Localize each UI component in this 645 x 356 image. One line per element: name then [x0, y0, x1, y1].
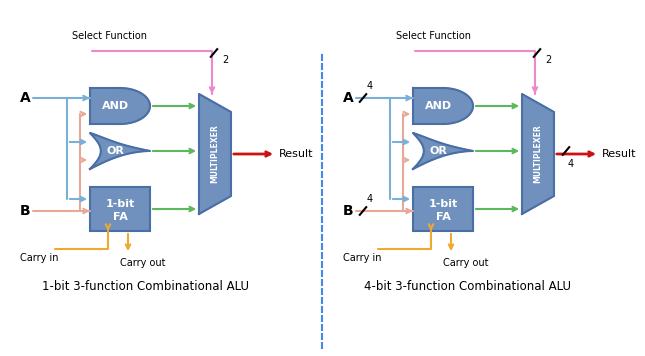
Text: 4: 4	[568, 159, 574, 169]
Polygon shape	[522, 94, 554, 214]
Text: Carry out: Carry out	[443, 258, 488, 268]
Text: 2: 2	[222, 55, 228, 65]
Text: Select Function: Select Function	[72, 31, 148, 41]
Text: B: B	[20, 204, 30, 218]
Text: MULTIPLEXER: MULTIPLEXER	[533, 125, 542, 183]
Text: 4: 4	[367, 81, 373, 91]
Text: OR: OR	[430, 146, 447, 156]
Text: Carry in: Carry in	[343, 253, 381, 263]
Bar	[413, 88, 443, 124]
Text: B: B	[342, 204, 353, 218]
Polygon shape	[413, 133, 473, 169]
Text: MULTIPLEXER: MULTIPLEXER	[210, 125, 219, 183]
Text: A: A	[19, 91, 30, 105]
Text: FA: FA	[435, 212, 450, 222]
Polygon shape	[90, 133, 150, 169]
Text: 1-bit: 1-bit	[105, 199, 135, 209]
Text: OR: OR	[106, 146, 124, 156]
Polygon shape	[199, 94, 231, 214]
Text: 1-bit: 1-bit	[428, 199, 457, 209]
Bar	[90, 187, 150, 231]
Text: Result: Result	[279, 149, 313, 159]
Text: 1-bit 3-function Combinational ALU: 1-bit 3-function Combinational ALU	[41, 279, 248, 293]
Polygon shape	[120, 88, 150, 124]
Text: Carry in: Carry in	[20, 253, 59, 263]
Text: Result: Result	[602, 149, 637, 159]
Bar	[413, 187, 473, 231]
Text: 4-bit 3-function Combinational ALU: 4-bit 3-function Combinational ALU	[364, 279, 571, 293]
Text: 2: 2	[545, 55, 551, 65]
Text: AND: AND	[424, 101, 452, 111]
Bar	[90, 88, 120, 124]
Text: 4: 4	[367, 194, 373, 204]
Text: FA: FA	[113, 212, 128, 222]
Polygon shape	[443, 88, 473, 124]
Text: Select Function: Select Function	[395, 31, 470, 41]
Text: Carry out: Carry out	[120, 258, 166, 268]
Text: AND: AND	[102, 101, 129, 111]
Text: A: A	[342, 91, 353, 105]
